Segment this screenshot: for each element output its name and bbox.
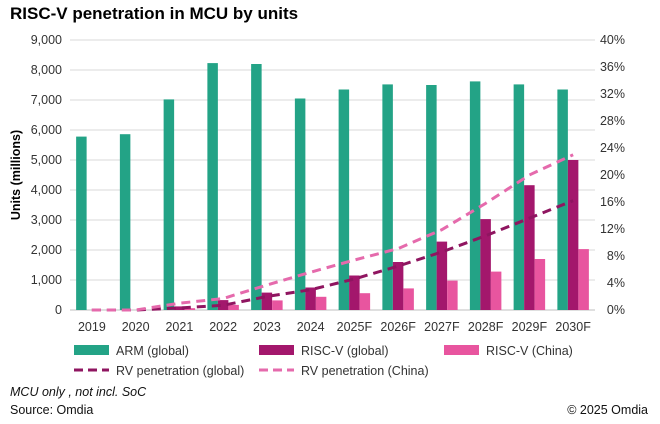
bar: [557, 89, 568, 310]
bar: [469, 81, 481, 311]
y-tick-label: 3,000: [31, 213, 62, 227]
y-tick-label: 2,000: [31, 243, 62, 257]
bar: [251, 64, 262, 310]
y2-tick-label: 28%: [600, 114, 625, 128]
y-tick-label: 6,000: [31, 123, 62, 137]
bar: [76, 136, 87, 310]
y-axis-label: Units (millions): [9, 130, 23, 220]
y2-tick-label: 20%: [600, 168, 625, 182]
y-tick-label: 8,000: [31, 63, 62, 77]
bar: [349, 275, 360, 310]
y2-tick-label: 0%: [607, 303, 625, 317]
y2-tick-label: 40%: [600, 33, 625, 47]
bar: [447, 280, 458, 310]
bar: [534, 259, 546, 310]
y-tick-label: 7,000: [31, 93, 62, 107]
legend-label: RISC-V (China): [486, 344, 573, 358]
bar: [436, 241, 448, 310]
bar: [567, 160, 579, 310]
y2-tick-label: 32%: [600, 87, 625, 101]
penetration-line: [91, 199, 574, 312]
bar: [524, 185, 535, 310]
bar: [359, 293, 371, 310]
y2-tick-label: 36%: [600, 60, 625, 74]
bar: [217, 300, 229, 310]
legend-swatch: [259, 345, 294, 355]
y2-tick-label: 4%: [607, 276, 625, 290]
bar: [513, 84, 525, 311]
chart-title: RISC-V penetration in MCU by units: [10, 4, 299, 23]
bar: [392, 262, 404, 310]
left-axis: 0 1,000 2,000 3,000 4,000 5,000 6,000 7,000 8,00…: [31, 33, 62, 317]
bar: [382, 84, 393, 311]
bar: [490, 271, 502, 310]
x-tick-label: 2027F: [424, 320, 460, 334]
bar: [403, 288, 414, 310]
legend-label: RV penetration (global): [116, 364, 244, 378]
x-tick-label: 2029F: [512, 320, 548, 334]
bar: [480, 219, 491, 310]
x-tick-label: 2022: [209, 320, 237, 334]
bar: [207, 63, 218, 310]
x-tick-label: 2023: [253, 320, 281, 334]
gridlines: [70, 39, 595, 311]
x-tick-label: 2025F: [337, 320, 373, 334]
bar: [426, 85, 437, 310]
penetration-lines: [91, 153, 574, 312]
y-tick-label: 1,000: [31, 273, 62, 287]
copyright-text: © 2025 Omdia: [567, 403, 648, 417]
bar: [294, 98, 306, 310]
y-tick-label: 0: [55, 303, 62, 317]
legend-swatch: [444, 345, 479, 355]
bar: [315, 296, 327, 310]
bar: [261, 292, 273, 310]
x-tick-label: 2021: [165, 320, 193, 334]
bar: [338, 89, 350, 310]
y-tick-label: 4,000: [31, 183, 62, 197]
x-tick-label: 2020: [122, 320, 150, 334]
x-tick-label: 2026F: [380, 320, 416, 334]
penetration-line: [91, 153, 574, 312]
bar: [119, 134, 131, 310]
x-tick-label: 2028F: [468, 320, 504, 334]
x-axis: 2019 2020 2021 2022 2023 2024 2025F 2026F 2027F 2…: [78, 320, 591, 334]
legend-label: RV penetration (China): [301, 364, 429, 378]
bar: [578, 249, 589, 310]
source-text: Source: Omdia: [10, 403, 94, 417]
footnote: MCU only , not incl. SoC: [10, 385, 147, 399]
bar: [272, 300, 283, 310]
y2-tick-label: 12%: [600, 222, 625, 236]
bar: [184, 308, 196, 310]
bar: [163, 99, 175, 311]
y-tick-label: 9,000: [31, 33, 62, 47]
bar: [228, 304, 239, 310]
bars: [76, 63, 589, 311]
y2-tick-label: 8%: [607, 249, 625, 263]
x-tick-label: 2024: [297, 320, 325, 334]
legend-label: RISC-V (global): [301, 344, 389, 358]
x-tick-label: 2019: [78, 320, 106, 334]
right-axis: 0% 4% 8% 12% 16% 20% 24% 28% 32% 36% 40%: [600, 33, 625, 317]
legend: ARM (global) RISC-V (global) RISC-V (China…: [74, 344, 573, 378]
y2-tick-label: 16%: [600, 195, 625, 209]
legend-label: ARM (global): [116, 344, 189, 358]
y-tick-label: 5,000: [31, 153, 62, 167]
bar: [174, 306, 185, 310]
y2-tick-label: 24%: [600, 141, 625, 155]
bar: [305, 287, 316, 310]
x-tick-label: 2030F: [555, 320, 591, 334]
legend-swatch: [74, 345, 109, 355]
